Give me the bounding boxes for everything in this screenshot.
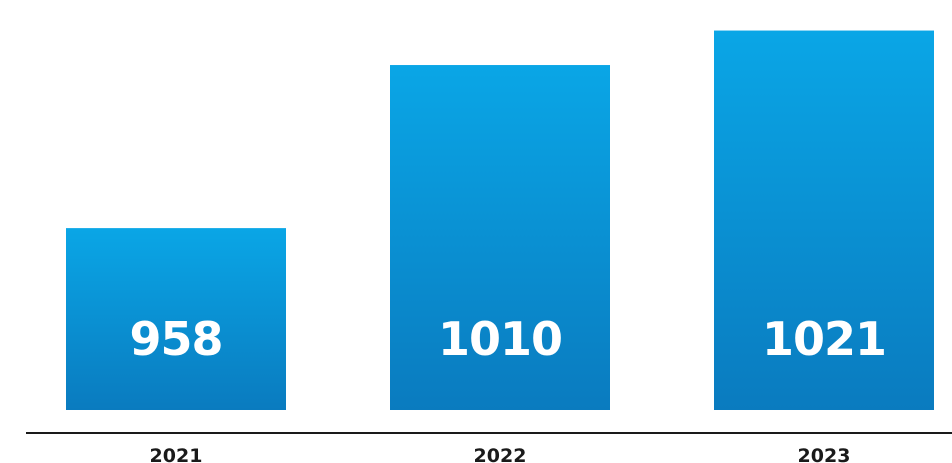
- x-tick-label-2022: 2022: [474, 445, 527, 463]
- bar-2023: [714, 30, 934, 410]
- bars-group: [66, 30, 934, 410]
- bar-2022: [390, 65, 610, 410]
- value-labels-group: 958 1010 1021: [129, 312, 887, 366]
- x-tick-label-2021: 2021: [150, 445, 203, 463]
- bar-value-label-2022: 1010: [438, 312, 562, 366]
- x-tick-labels-group: 2021 2022 2023: [150, 445, 851, 463]
- bar-2021: [66, 228, 286, 410]
- bar-value-label-2021: 958: [129, 312, 222, 366]
- x-tick-label-2023: 2023: [798, 445, 851, 463]
- bar-value-label-2023: 1021: [762, 312, 886, 366]
